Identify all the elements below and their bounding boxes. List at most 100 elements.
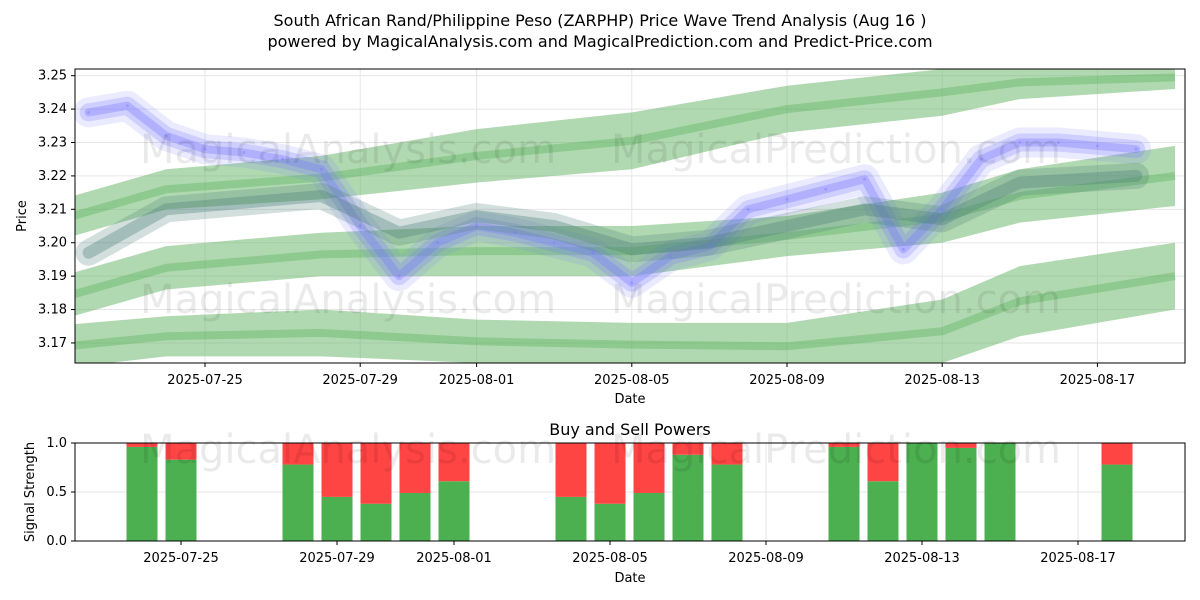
sell-bar [828,443,860,447]
power-ytick-label: 1.0 [46,436,67,451]
trend-band-core-3 [75,272,1176,351]
trend-band-core-1 [75,73,1176,220]
price-point [1095,144,1099,148]
buy-bar [633,492,665,541]
price-point [242,151,246,155]
power-xtick-label: 2025-08-05 [572,551,648,566]
price-point [824,187,828,191]
sell-bar [633,443,665,493]
sell-bar [555,443,587,497]
price-point [513,231,517,235]
price-xtick-label: 2025-08-05 [594,373,670,388]
price-ytick-label: 3.22 [38,169,67,184]
price-point [319,167,323,171]
price-point [591,251,595,255]
price-point [125,104,129,108]
price-ytick-label: 3.17 [38,336,67,351]
price-point [358,224,362,228]
price-xtick-label: 2025-08-17 [1060,373,1136,388]
buy-bar [360,503,392,541]
power-panel-frame [74,442,1186,542]
trend-band-3 [75,242,1175,363]
buy-bar [438,481,470,541]
price-point [87,110,91,114]
buy-bar [711,464,743,541]
price-point [436,241,440,245]
buy-bar [867,481,899,541]
power-xlabel: Date [614,571,645,586]
sell-bar [867,443,899,482]
trend-band-2 [75,145,1175,316]
watermark-5: MagicalAnalysis.com [140,427,556,473]
price-ytick-label: 3.23 [38,136,67,151]
sell-bar [360,443,392,504]
trend-band-core-2 [75,171,1176,299]
power-panel: Buy and Sell Powers MagicalAnalysis.com … [23,420,1186,586]
power-ytick-label: 0.5 [46,485,67,500]
power-xtick-label: 2025-07-29 [299,551,375,566]
sell-bar [594,443,626,504]
price-point [164,134,168,138]
sell-bar [1101,443,1133,465]
power-ylabel: Signal Strength [23,442,38,542]
price-xtick-label: 2025-08-09 [749,373,825,388]
power-xtick-label: 2025-08-01 [416,551,492,566]
price-wave-line-3 [84,101,1141,287]
buy-bar [321,496,353,541]
buy-bar [1101,464,1133,541]
power-xtick-label: 2025-08-09 [728,551,804,566]
buy-bar [984,443,1016,541]
power-ytick-label: 0.0 [46,534,67,549]
price-wave-line-1 [75,90,1152,298]
sell-bar [282,443,314,465]
price-xtick-label: 2025-08-01 [439,373,515,388]
buy-bar [555,496,587,541]
buy-bar [945,447,977,541]
buy-bar [165,459,197,541]
sell-bar [945,443,977,448]
price-point [940,207,944,211]
price-point [901,247,905,251]
power-xtick-label: 2025-08-17 [1040,551,1116,566]
title-line-1: South African Rand/Philippine Peso (ZARP… [274,11,927,30]
trend-wave-line-2 [82,169,1143,259]
price-point [785,197,789,201]
sell-bar [711,443,743,465]
price-xtick-label: 2025-07-29 [322,373,398,388]
watermark-2: MagicalPrediction.com [611,127,1061,173]
price-ytick-label: 3.25 [38,69,67,84]
watermark-3: MagicalAnalysis.com [140,277,556,323]
buy-bar [594,503,626,541]
sell-bar [126,443,158,447]
price-point [552,241,556,245]
trend-band-1 [75,69,1175,236]
price-point [281,157,285,161]
title-line-2: powered by MagicalAnalysis.com and Magic… [267,32,932,51]
price-ytick-label: 3.24 [38,102,67,117]
power-xtick-label: 2025-08-13 [884,551,960,566]
buy-bar [126,446,158,541]
price-point [1057,141,1061,144]
sell-bar [672,443,704,455]
price-point [475,224,479,228]
price-point [746,207,750,211]
price-point [1018,141,1022,144]
sell-bar [165,443,197,460]
price-xtick-label: 2025-07-25 [167,373,243,388]
price-ylabel: Price [15,200,30,232]
price-point [203,147,207,151]
price-ytick-label: 3.20 [38,236,67,251]
price-ytick-label: 3.18 [38,303,67,318]
power-title: Buy and Sell Powers [549,420,711,439]
price-point [979,157,983,161]
price-point [1134,147,1138,151]
sell-bar [438,443,470,482]
price-panel: MagicalAnalysis.com MagicalPrediction.co… [15,68,1186,407]
buy-bar [906,443,938,541]
price-ytick-label: 3.21 [38,202,67,217]
sell-bar [321,443,353,497]
buy-bar [828,446,860,541]
buy-bar [282,464,314,541]
